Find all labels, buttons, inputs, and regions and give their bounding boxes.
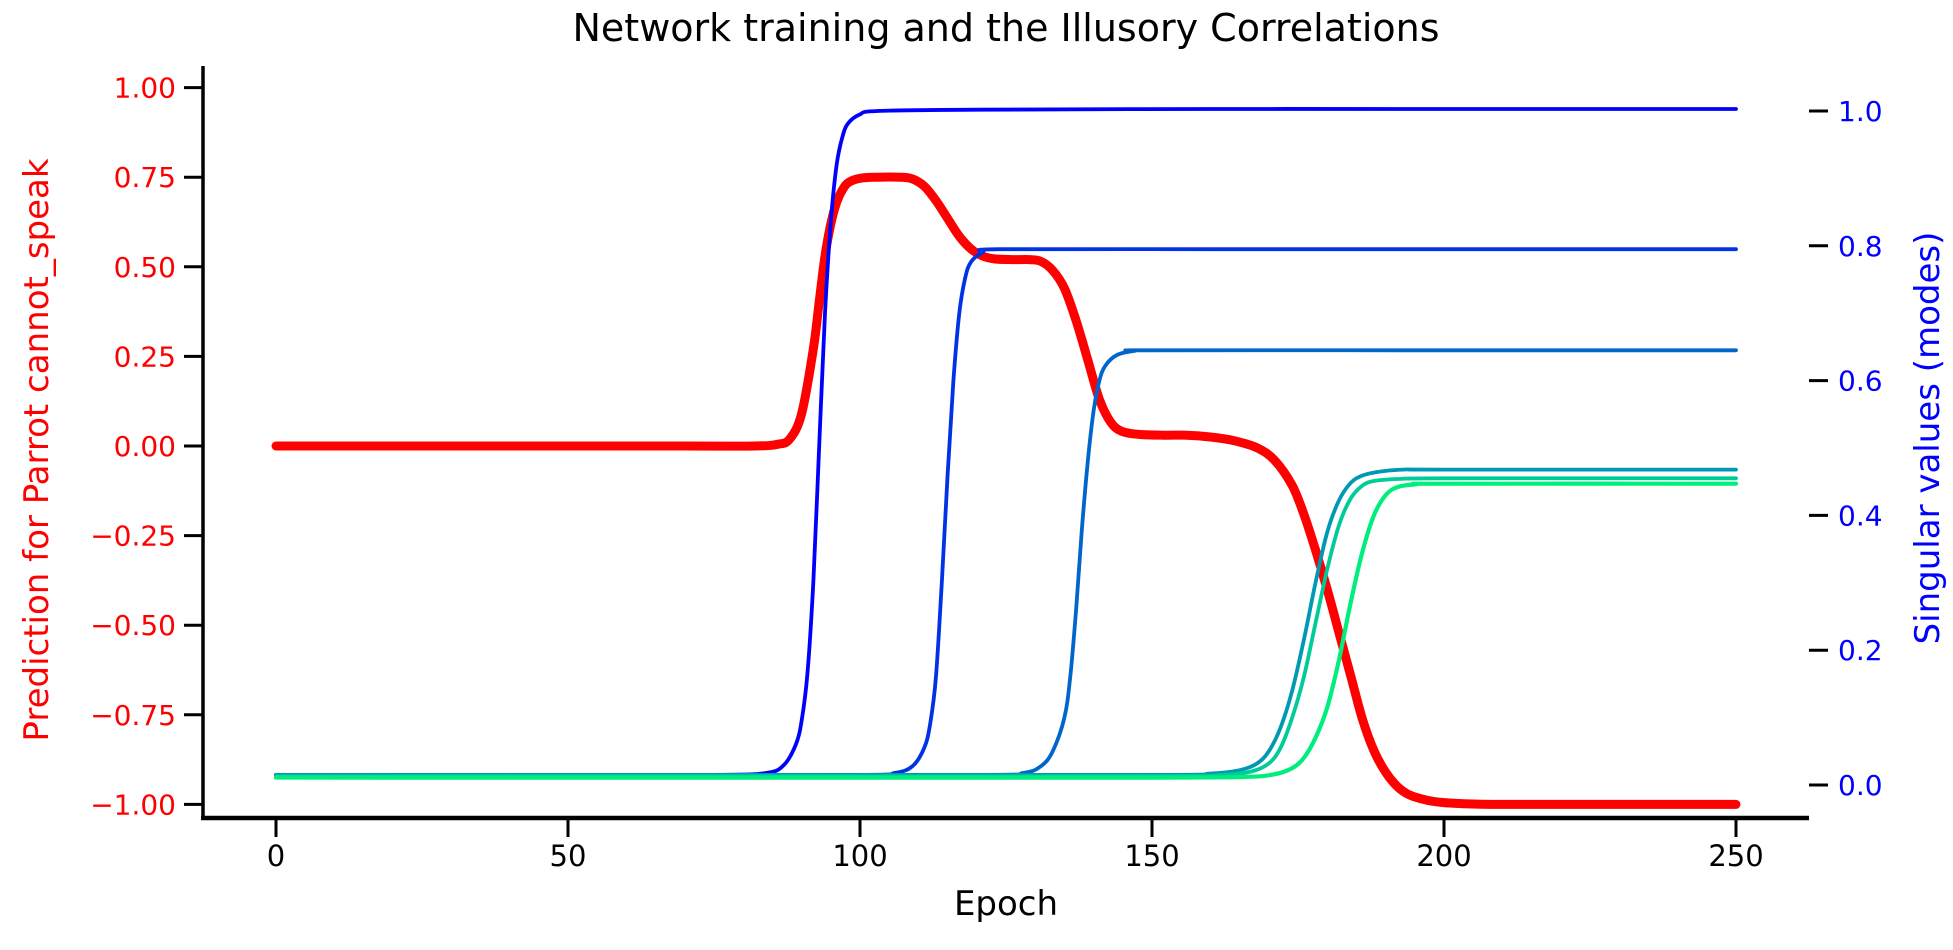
left-tick-label: 0.75 [114, 161, 176, 194]
x-tick-label: 150 [1124, 839, 1179, 873]
right-tick-label: 0.2 [1838, 634, 1883, 667]
right-tick-label: 0.4 [1838, 499, 1883, 532]
left-tick-label: 0.00 [114, 430, 176, 463]
series-line-mode-4 [274, 467, 1738, 777]
series-line-mode-2 [274, 247, 1738, 777]
x-tick-label: 200 [1416, 839, 1471, 873]
series-line-prediction-parrot-cannot-speak [271, 172, 1741, 809]
left-y-axis-label: Prediction for Parrot cannot_speak [17, 158, 57, 742]
x-axis-label: Epoch [953, 884, 1059, 924]
x-tick-label: 0 [267, 839, 285, 873]
left-tick-label: −0.50 [90, 609, 176, 642]
x-tick-label: 250 [1708, 839, 1763, 873]
left-tick-label: −0.75 [90, 699, 176, 732]
left-tick-label: −1.00 [90, 788, 176, 821]
right-y-axis-label: Singular values (modes) [1908, 231, 1948, 645]
x-tick-label: 100 [832, 839, 887, 873]
series-line-mode-3 [274, 348, 1738, 777]
left-tick-label: −0.25 [90, 520, 176, 553]
left-tick-label: 0.25 [114, 340, 176, 373]
right-tick-label: 0.6 [1838, 365, 1883, 398]
series-line-mode-5 [274, 476, 1738, 779]
right-tick-label: 1.0 [1838, 95, 1883, 128]
right-tick-label: 0.8 [1838, 230, 1883, 263]
right-tick-label: 0.0 [1838, 769, 1883, 802]
series-line-mode-6 [273, 481, 1739, 780]
x-tick-label: 50 [550, 839, 587, 873]
left-tick-label: 1.00 [114, 72, 176, 105]
left-tick-label: 0.50 [114, 251, 176, 284]
chart-title: Network training and the Illusory Correl… [572, 6, 1440, 50]
